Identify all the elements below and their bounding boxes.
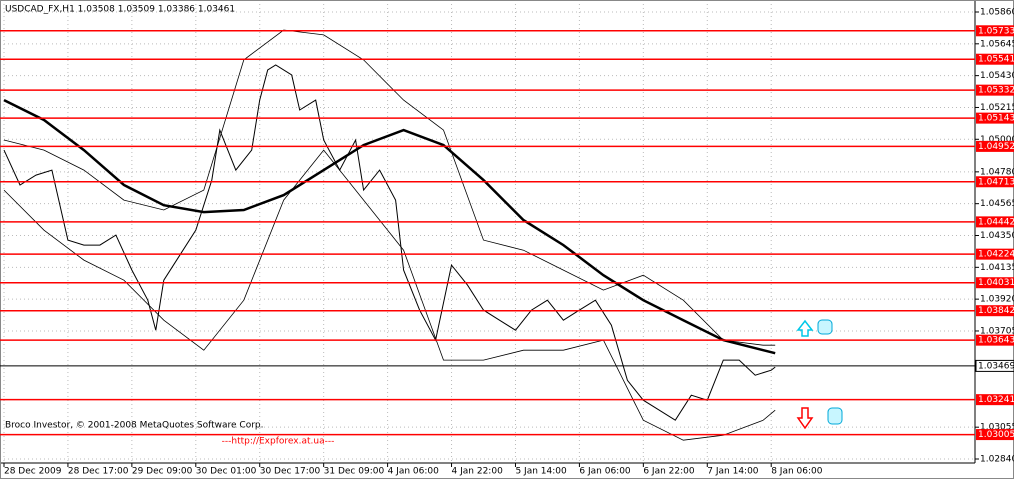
down-arrow-icon bbox=[796, 407, 814, 430]
level-label: 1.03241 bbox=[978, 395, 1014, 405]
x-tick-label: 6 Jan 06:00 bbox=[579, 467, 631, 477]
level-label: 1.03842 bbox=[978, 306, 1014, 316]
x-tick-label: 30 Dec 01:00 bbox=[196, 467, 257, 477]
level-label: 1.05332 bbox=[978, 86, 1014, 96]
level-label: 1.04224 bbox=[978, 250, 1014, 260]
price-line bbox=[3, 98, 776, 355]
x-tick-label: 4 Jan 22:00 bbox=[452, 467, 504, 477]
level-label: 1.03005 bbox=[978, 430, 1014, 440]
level-label-bg bbox=[976, 429, 1014, 441]
y-tick-label: 1.04780 bbox=[980, 167, 1014, 177]
x-tick-label: 6 Jan 22:00 bbox=[643, 467, 695, 477]
x-tick-label: 29 Dec 09:00 bbox=[132, 467, 193, 477]
chart-title: USDCAD_FX,H1 1.03508 1.03509 1.03386 1.0… bbox=[5, 5, 235, 15]
y-tick-label: 1.05645 bbox=[980, 39, 1014, 49]
y-tick-label: 1.03705 bbox=[980, 326, 1014, 336]
y-tick-label: 1.04135 bbox=[980, 263, 1014, 273]
level-label-bg bbox=[976, 84, 1014, 96]
grid bbox=[0, 0, 975, 463]
y-tick-label: 1.05430 bbox=[980, 71, 1014, 81]
x-tick-label: 7 Jan 14:00 bbox=[707, 467, 759, 477]
price-line bbox=[3, 149, 776, 441]
x-tick-label: 8 Jan 06:00 bbox=[771, 467, 823, 477]
y-tick-label: 1.04565 bbox=[980, 199, 1014, 209]
current-price-bg bbox=[975, 359, 1014, 372]
level-label-bg bbox=[976, 277, 1014, 289]
level-label-bg bbox=[976, 248, 1014, 260]
x-tick-label: 31 Dec 09:00 bbox=[324, 467, 385, 477]
level-label-bg bbox=[976, 53, 1014, 65]
level-label: 1.04713 bbox=[978, 177, 1014, 187]
level-label: 1.05733 bbox=[978, 26, 1014, 36]
level-label: 1.05541 bbox=[978, 55, 1014, 65]
price-line bbox=[3, 29, 776, 346]
x-tick-label: 28 Dec 2009 bbox=[4, 467, 62, 477]
level-label-bg bbox=[976, 305, 1014, 317]
x-tick-label: 4 Jan 06:00 bbox=[388, 467, 440, 477]
y-tick-label: 1.03920 bbox=[980, 295, 1014, 305]
level-label-bg bbox=[976, 334, 1014, 346]
level-label: 1.03643 bbox=[978, 336, 1014, 346]
level-label-bg bbox=[976, 140, 1014, 152]
level-label-bg bbox=[976, 216, 1014, 228]
y-tick-label: 1.02840 bbox=[980, 455, 1014, 465]
copyright: Broco Investor, © 2001-2008 MetaQuotes S… bbox=[5, 421, 264, 431]
link: ---http://Expforex.at.ua--- bbox=[222, 437, 335, 447]
hand-icon bbox=[827, 407, 843, 425]
current-price-label: 1.03469 bbox=[978, 361, 1014, 371]
y-tick-label: 1.05215 bbox=[980, 103, 1014, 113]
level-label-bg bbox=[976, 25, 1014, 37]
y-tick-label: 1.05000 bbox=[980, 135, 1014, 145]
level-label-bg bbox=[976, 176, 1014, 188]
x-tick-label: 28 Dec 17:00 bbox=[68, 467, 129, 477]
x-tick-label: 30 Dec 17:00 bbox=[260, 467, 321, 477]
level-label-bg bbox=[976, 112, 1014, 124]
level-label: 1.04031 bbox=[978, 278, 1014, 288]
hand-icon bbox=[817, 319, 833, 335]
level-label-bg bbox=[976, 394, 1014, 406]
level-label: 1.05143 bbox=[978, 114, 1014, 124]
y-tick-label: 1.05860 bbox=[980, 7, 1014, 17]
up-arrow-icon bbox=[796, 319, 814, 337]
x-tick-label: 5 Jan 14:00 bbox=[515, 467, 567, 477]
level-label: 1.04952 bbox=[978, 142, 1014, 152]
y-tick-label: 1.04350 bbox=[980, 231, 1014, 241]
level-label: 1.04442 bbox=[978, 217, 1014, 227]
y-tick-label: 1.03055 bbox=[980, 423, 1014, 433]
